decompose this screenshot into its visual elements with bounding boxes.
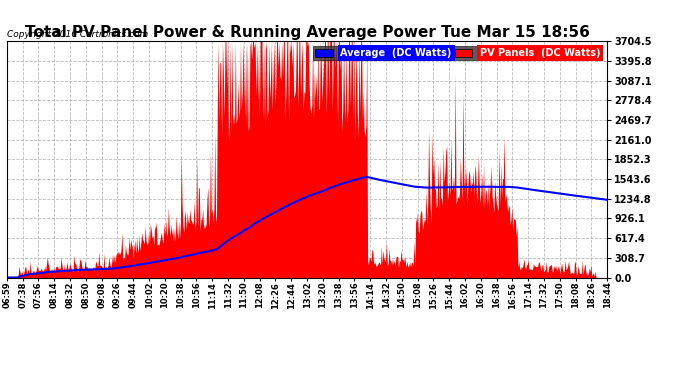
Text: Copyright 2016 Cartronics.com: Copyright 2016 Cartronics.com (7, 30, 148, 39)
Legend: Average  (DC Watts), PV Panels  (DC Watts): Average (DC Watts), PV Panels (DC Watts) (313, 46, 602, 60)
Title: Total PV Panel Power & Running Average Power Tue Mar 15 18:56: Total PV Panel Power & Running Average P… (25, 25, 589, 40)
